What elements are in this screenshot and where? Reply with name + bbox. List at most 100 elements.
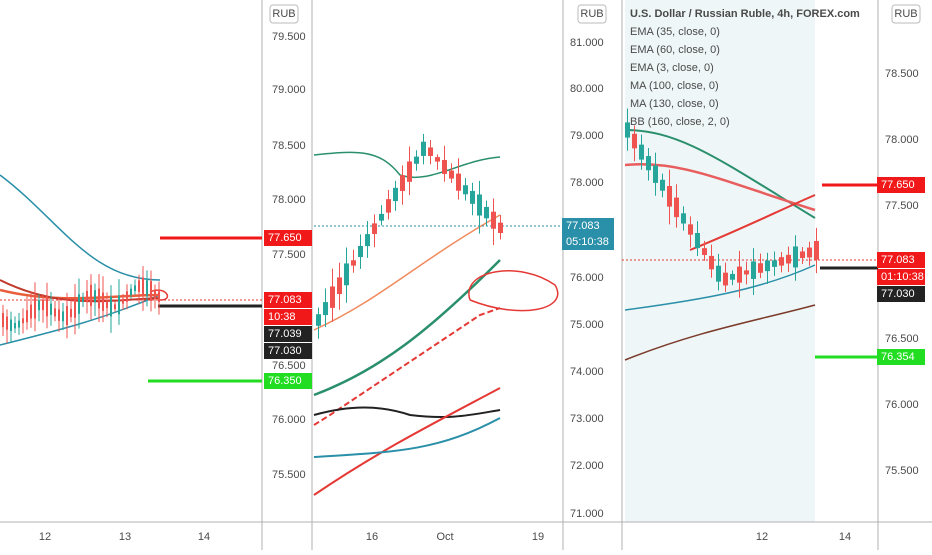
price-tag: 77.650	[268, 232, 302, 244]
indicator-label: EMA (3, close, 0)	[630, 62, 714, 74]
candle	[786, 254, 791, 264]
candle	[365, 234, 370, 247]
candle	[134, 285, 136, 291]
price-tag: 77.030	[268, 345, 302, 357]
price-tag: 77.650	[881, 179, 915, 191]
candle	[625, 122, 630, 138]
candle	[70, 308, 72, 318]
candle	[86, 291, 88, 303]
price-label: 77.500	[885, 200, 919, 212]
indicator-label: MA (100, close, 0)	[630, 80, 719, 92]
price-tag-bg	[877, 349, 925, 365]
candle	[470, 190, 475, 204]
candle	[138, 280, 140, 292]
price-tag-bg	[264, 326, 312, 342]
candle	[400, 175, 405, 191]
currency: RUB	[580, 8, 603, 20]
price-tag: 76.350	[268, 375, 302, 387]
candle	[660, 179, 665, 191]
candle	[26, 310, 28, 323]
candle	[456, 173, 461, 191]
price-label: 75.000	[570, 319, 604, 331]
price-label: 79.000	[272, 84, 306, 96]
candle	[428, 147, 433, 156]
price-label: 81.000	[570, 37, 604, 49]
candle	[772, 260, 777, 267]
price-label: 76.000	[885, 399, 919, 411]
candle	[421, 141, 426, 156]
candle	[10, 319, 12, 331]
currency: RUB	[272, 8, 295, 20]
price-label: 80.000	[570, 83, 604, 95]
candle	[330, 286, 335, 308]
candle	[800, 251, 805, 259]
price-tag: 01:10:38	[881, 271, 924, 283]
candle	[793, 246, 798, 268]
indicator-label: BB (160, close, 2, 0)	[630, 116, 730, 128]
currency-box	[577, 4, 607, 24]
price-label: 78.000	[570, 177, 604, 189]
price-tag: 77.083	[881, 254, 915, 266]
price-label: 78.500	[885, 68, 919, 80]
candle	[146, 280, 148, 296]
price-tag-bg	[877, 252, 925, 268]
candle	[38, 300, 40, 311]
candle	[18, 320, 20, 328]
price-tag-bg	[877, 286, 925, 302]
candle	[442, 159, 447, 174]
candles	[2, 108, 819, 344]
price-tag: 76.354	[881, 351, 915, 363]
price-tag: 77.083	[566, 220, 600, 232]
candle	[14, 323, 16, 329]
price-label: 76.000	[272, 414, 306, 426]
candle	[106, 301, 108, 309]
candle	[126, 291, 128, 302]
price-label: 77.500	[272, 249, 306, 261]
candle	[407, 161, 412, 182]
candle	[351, 260, 356, 266]
candle	[653, 165, 658, 183]
candle	[22, 318, 24, 324]
currency: RUB	[894, 8, 917, 20]
candle	[34, 296, 36, 319]
time-label: 14	[839, 531, 851, 543]
candle	[150, 281, 152, 301]
candle	[142, 277, 144, 295]
indicator-label: MA (130, close, 0)	[630, 98, 719, 110]
candle	[632, 133, 637, 149]
price-tag: 05:10:38	[566, 236, 609, 248]
price-tag-bg	[877, 177, 925, 193]
candle	[358, 245, 363, 258]
candle	[723, 272, 728, 286]
price-tag-bg	[264, 373, 312, 389]
candle	[66, 306, 68, 326]
candle	[702, 248, 707, 255]
candle	[90, 284, 92, 306]
candle	[154, 289, 156, 299]
candle	[42, 299, 44, 311]
candle	[751, 261, 756, 279]
price-label: 78.000	[272, 194, 306, 206]
candle	[114, 304, 116, 310]
candle	[386, 199, 391, 213]
candle	[74, 299, 76, 318]
time-label: 13	[119, 531, 131, 543]
candle	[50, 303, 52, 315]
candle	[435, 157, 440, 162]
candle	[82, 297, 84, 302]
price-label: 76.000	[570, 272, 604, 284]
time-label: 16	[366, 531, 378, 543]
candle	[78, 294, 80, 314]
time-label: 19	[532, 531, 544, 543]
time-label: 14	[198, 531, 210, 543]
candle	[709, 255, 714, 270]
candle	[639, 144, 644, 160]
price-tag-bg	[562, 218, 614, 234]
indicator-label: EMA (60, close, 0)	[630, 44, 720, 56]
candle	[122, 298, 124, 304]
candle	[807, 247, 812, 258]
time-label: 12	[39, 531, 51, 543]
price-label: 74.000	[570, 366, 604, 378]
